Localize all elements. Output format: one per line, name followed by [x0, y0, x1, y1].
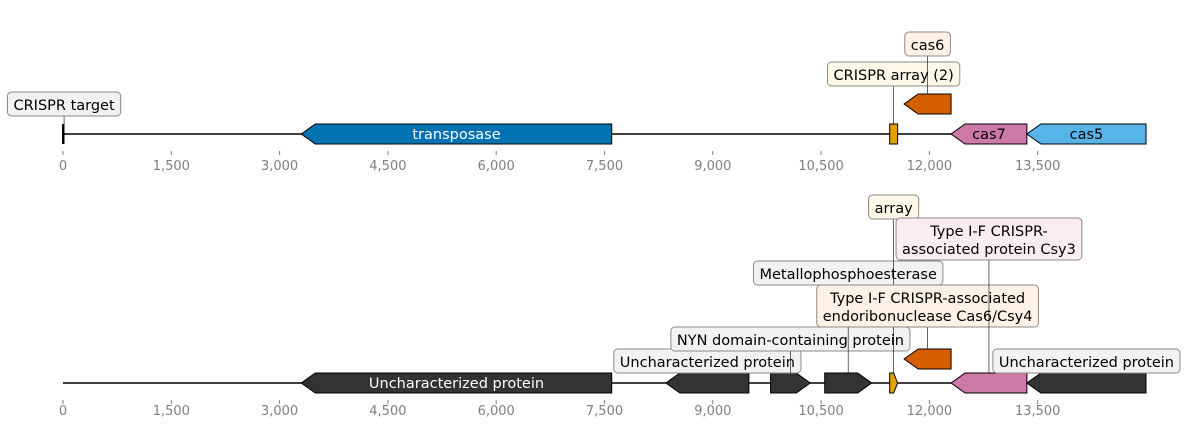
metallophosphoesterase-gene-arrow — [824, 372, 873, 394]
tick-label: 4,500 — [369, 159, 406, 174]
nyn-domain-protein-gene-arrow — [770, 372, 812, 394]
array-label-box — [868, 194, 920, 220]
tick-label: 13,500 — [1015, 404, 1061, 419]
uncharacterized-protein-1-gene-arrow — [300, 372, 613, 394]
transposase-label: transposase — [412, 127, 500, 143]
cas7-label: cas7 — [972, 127, 1006, 143]
transposase-gene-arrow — [300, 123, 613, 145]
uncharacterized-protein-3-label: Uncharacterized protein — [992, 348, 1181, 374]
tick-label: 4,500 — [369, 404, 406, 419]
crispr-target-label: CRISPR target — [6, 91, 122, 117]
cas6-gene-arrow — [903, 93, 952, 115]
tick-label: 0 — [59, 404, 67, 419]
crispr-target-label-box — [6, 91, 122, 117]
tick-label: 12,000 — [907, 404, 953, 419]
uncharacterized-protein-3-label-box — [992, 348, 1181, 374]
tick-label: 9,000 — [694, 159, 731, 174]
tick-label: 10,500 — [798, 159, 844, 174]
tick-label: 9,000 — [694, 404, 731, 419]
csy3-label-box — [895, 217, 1083, 261]
tick-label: 6,000 — [478, 404, 515, 419]
cas6-csy4-gene-arrow — [903, 348, 952, 370]
uncharacterized-protein-2-label: Uncharacterized protein — [613, 348, 802, 374]
crispr-array-2-label: CRISPR array (2) — [827, 61, 961, 87]
tick-label: 0 — [59, 159, 67, 174]
tick-label: 6,000 — [478, 159, 515, 174]
crispr-array-2-label-box — [827, 61, 961, 87]
nyn-domain-protein-label: NYN domain-containing protein — [670, 326, 911, 352]
uncharacterized-protein-2-label-text: Uncharacterized protein — [620, 355, 795, 371]
csy3-label: Type I-F CRISPR-associated protein Csy3 — [895, 217, 1083, 261]
cas6-label: cas6 — [904, 31, 951, 57]
tick-label: 3,000 — [261, 404, 298, 419]
metallophosphoesterase-label: Metallophosphoesterase — [752, 260, 944, 286]
csy3-label-text: associated protein Csy3 — [902, 242, 1076, 258]
nyn-domain-protein-label-box — [670, 326, 911, 352]
tick-label: 10,500 — [798, 404, 844, 419]
crispr-target-mark — [62, 124, 65, 144]
metallophosphoesterase-label-text: Metallophosphoesterase — [759, 267, 936, 283]
track-1: 0 1,500 3,000 4,500 6,000 7,500 9,000 10,500 12,… — [6, 31, 1147, 174]
cas6-label-text: cas6 — [911, 38, 945, 54]
cas6-csy4-label-text: endoribonuclease Cas6/Csy4 — [823, 309, 1033, 325]
uncharacterized-protein-3-label-text: Uncharacterized protein — [999, 355, 1174, 371]
tick-label: 3,000 — [261, 159, 298, 174]
tick-label: 7,500 — [586, 159, 623, 174]
track-2: 0 1,500 3,000 4,500 6,000 7,500 9,000 10,500 12,… — [59, 194, 1181, 419]
uncharacterized-protein-1-label: Uncharacterized protein — [369, 376, 544, 392]
tick-label: 1,500 — [153, 159, 190, 174]
array-label-text: array — [875, 201, 913, 217]
tick-label: 12,000 — [907, 159, 953, 174]
crispr-array-2-label-text: CRISPR array (2) — [834, 68, 954, 84]
tick-label: 13,500 — [1015, 159, 1061, 174]
cas7-gene-arrow — [950, 123, 1028, 145]
cas6-csy4-label-box — [816, 284, 1039, 328]
cas5-gene-arrow — [1026, 123, 1147, 145]
array-label: array — [868, 194, 920, 220]
cas5-label: cas5 — [1070, 127, 1104, 143]
tick-label: 7,500 — [586, 404, 623, 419]
crispr-target-label-text: CRISPR target — [13, 98, 115, 114]
crispr-array-2-box — [889, 123, 899, 145]
uncharacterized-protein-2-gene-arrow — [665, 372, 750, 394]
cas6-csy4-label-text: Type I-F CRISPR-associated — [829, 291, 1025, 307]
csy3-label-text: Type I-F CRISPR- — [929, 224, 1048, 240]
tick-label: 1,500 — [153, 404, 190, 419]
cas6-csy4-label: Type I-F CRISPR-associated endoribonuclea… — [816, 284, 1039, 328]
csy3-gene-arrow — [950, 372, 1028, 394]
array-gene-arrow — [889, 372, 899, 394]
nyn-domain-protein-label-text: NYN domain-containing protein — [677, 333, 904, 349]
cas6-label-box — [904, 31, 951, 57]
uncharacterized-protein-3-gene-arrow — [1026, 372, 1147, 394]
